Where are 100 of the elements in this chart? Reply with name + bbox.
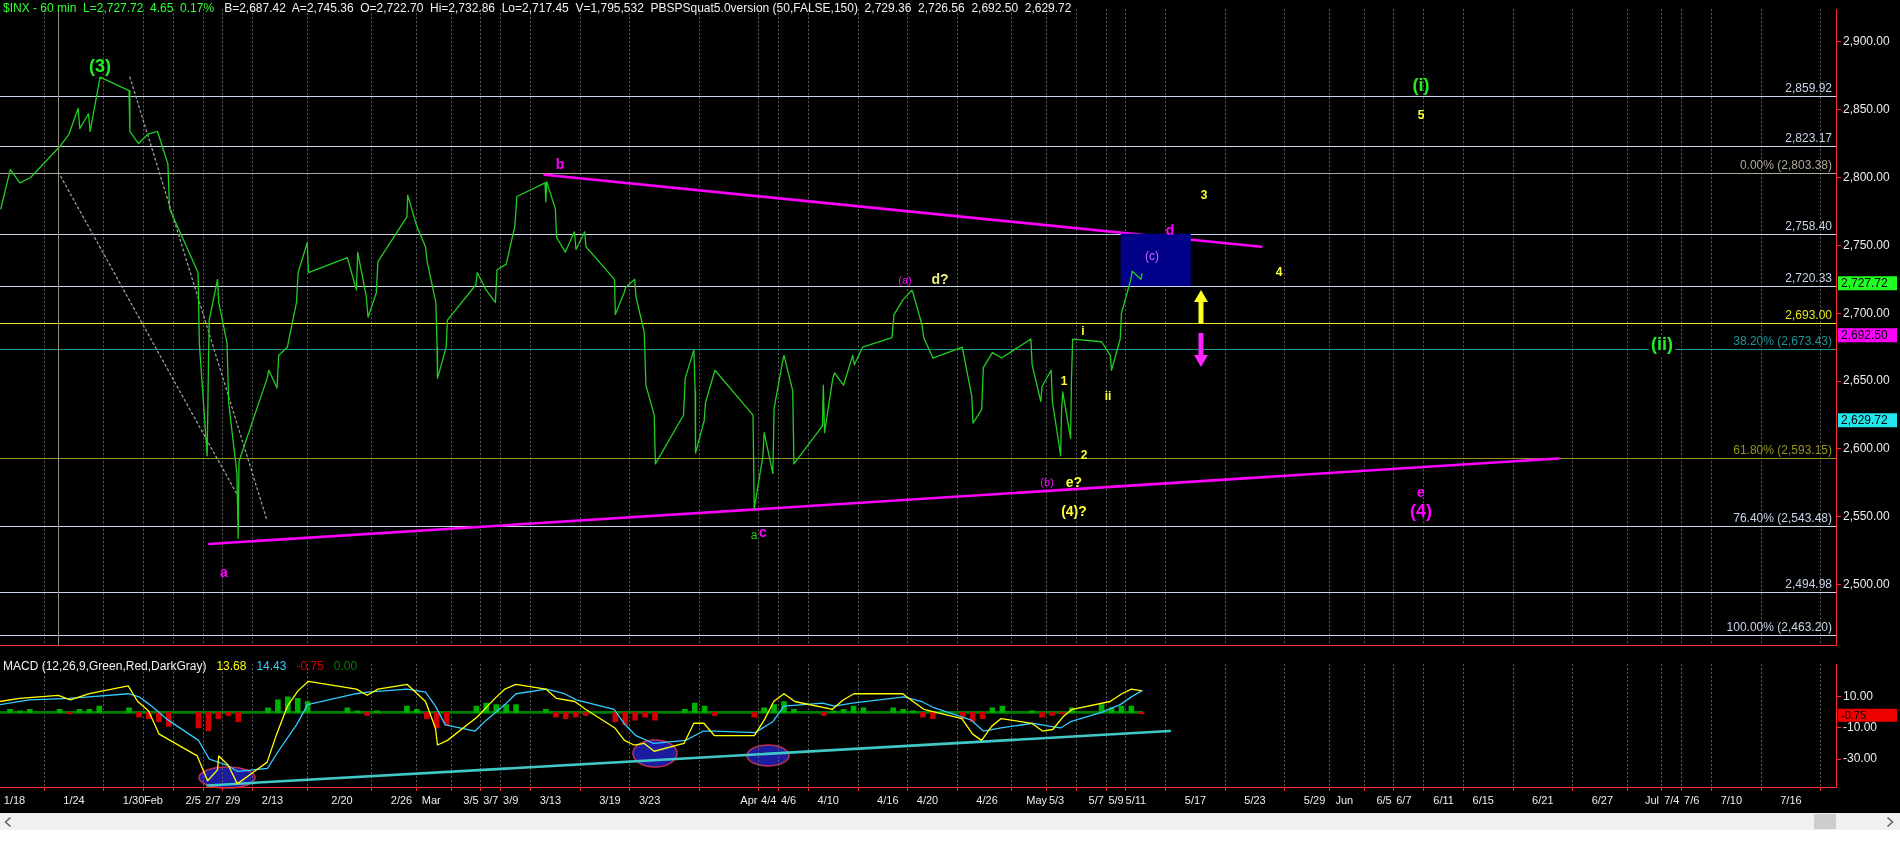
x-tick-label: 6/5 (1376, 793, 1392, 806)
chart-title: MACD (12,26,9,Green,Red,DarkGray) (3, 659, 207, 673)
ref-line-label: 2,693.00 (1785, 307, 1833, 322)
x-tick-label: 7/4 (1664, 793, 1680, 806)
x-tick-label: Feb (143, 793, 163, 806)
x-tick-label: 4/16 (877, 793, 899, 806)
x-tick-label: 4/6 (780, 793, 797, 806)
annotation: (i) (1412, 75, 1430, 96)
x-tick-label: 3/9 (503, 793, 519, 806)
y-tick-label: -10.00 (1843, 720, 1878, 735)
x-tick-label: 2/20 (331, 793, 353, 806)
x-tick-label: 2/9 (225, 793, 241, 806)
x-tick-label: 7/10 (1720, 793, 1743, 806)
y-tick-label: -30.00 (1843, 751, 1878, 766)
annotation: b (555, 156, 565, 173)
text: -0.75 (296, 659, 324, 673)
annotation: d (1165, 222, 1175, 239)
annotation: ii (1104, 388, 1112, 403)
x-tick-label: 3/5 (463, 793, 479, 806)
x-tick-label: 2/13 (261, 793, 284, 806)
x-tick-label: 7/6 (1684, 793, 1700, 806)
text: 2,629.72 (1841, 413, 1889, 428)
ref-line-label: 100.00% (2,463.20) (1726, 619, 1832, 634)
annotation: d? (931, 271, 949, 288)
x-tick-label: 4/4 (761, 793, 777, 806)
text: 2,692.50 (1841, 328, 1889, 343)
annotation: (4)? (1061, 503, 1087, 520)
x-tick-label: 6/15 (1472, 793, 1494, 806)
annotation: 2 (1080, 447, 1088, 462)
x-tick-label: 6/7 (1396, 793, 1412, 806)
y-tick-label: 10.00 (1843, 689, 1874, 704)
annotation: i (1081, 323, 1085, 338)
x-tick-label: 6/11 (1433, 793, 1454, 806)
x-tick-label: Jun (1335, 793, 1354, 806)
annotation: a (220, 564, 229, 581)
annotation: 1 (1060, 373, 1068, 388)
x-tick-label: 1/24 (63, 793, 85, 806)
x-tick-label: Jul (1644, 793, 1660, 806)
x-tick-label: 5/3 (1048, 793, 1065, 806)
ref-line-label: 2,720.33 (1785, 270, 1833, 285)
y-tick-label: 2,800.00 (1843, 169, 1891, 184)
x-tick-label: 5/23 (1244, 793, 1266, 806)
x-tick-label: 3/13 (539, 793, 562, 806)
annotation: a (750, 527, 758, 542)
ref-line-label: 2,859.92 (1785, 80, 1833, 95)
x-tick-label: 3/23 (638, 793, 661, 806)
text: 0.00 (333, 659, 358, 673)
x-tick-label: May (1026, 793, 1048, 806)
y-tick-label: 2,850.00 (1843, 101, 1891, 116)
x-tick-label: 3/7 (483, 793, 499, 806)
ref-line-label: 2,494.98 (1785, 576, 1833, 591)
x-tick-label: Mar (421, 793, 442, 806)
annotation: (ii) (1651, 334, 1673, 355)
annotation: (b) (1040, 476, 1054, 489)
x-tick-label: 4/10 (817, 793, 839, 806)
annotation: (4) (1410, 501, 1432, 522)
x-tick-label: 7/16 (1780, 793, 1802, 806)
x-tick-label: 5/29 (1303, 793, 1326, 806)
text: 13.68 (216, 659, 247, 673)
y-tick-label: 2,900.00 (1843, 34, 1891, 49)
x-tick-label: 2/5 (185, 793, 201, 806)
chart-title: $INX - 60 min L=2,727.72 4.65 0.17% (3, 1, 215, 15)
annotation: 5 (1417, 107, 1425, 122)
ref-line-label: 2,823.17 (1785, 130, 1833, 145)
y-tick-label: 2,550.00 (1843, 509, 1891, 524)
x-tick-label: 5/9 (1108, 793, 1124, 806)
ref-line-label: 0.00% (2,803.38) (1739, 157, 1832, 172)
ref-line-label: 61.80% (2,593.15) (1733, 442, 1832, 457)
text: 14.43 (256, 659, 287, 673)
annotation: 3 (1200, 187, 1208, 202)
ref-line-label: 76.40% (2,543.48) (1733, 510, 1832, 525)
y-tick-label: 2,600.00 (1843, 441, 1891, 456)
x-tick-label: 6/21 (1532, 793, 1554, 806)
annotation: (3) (89, 56, 111, 77)
x-tick-label: 1/18 (3, 793, 26, 806)
x-tick-label: 4/26 (976, 793, 998, 806)
x-tick-label: 2/7 (205, 793, 221, 806)
y-tick-label: 2,500.00 (1843, 577, 1891, 592)
chart-subtitle: B=2,687.42 A=2,745.36 O=2,722.70 Hi=2,732.86 Lo=2,717.45 V=1,795,532 PBSPSquat5.0version (50,FALSE,150) 2,729.36 2,726.56 2,692.50 2,629.72 (224, 1, 1072, 15)
y-tick-label: 2,700.00 (1843, 305, 1891, 320)
annotation: (a) (898, 274, 912, 287)
x-tick-label: 2/26 (390, 793, 413, 806)
x-tick-label: 3/19 (599, 793, 621, 806)
annotation: (c) (1145, 248, 1159, 263)
y-tick-label: 2,750.00 (1843, 237, 1891, 252)
ref-line-label: 38.20% (2,673.43) (1733, 333, 1832, 348)
text: 2,727.72 (1841, 276, 1889, 291)
annotation: 4 (1275, 264, 1283, 279)
x-tick-label: 5/11 (1125, 793, 1147, 806)
y-tick-label: 2,650.00 (1843, 373, 1891, 388)
x-tick-label: 5/7 (1088, 793, 1104, 806)
annotation: e? (1065, 474, 1083, 491)
x-tick-label: 6/27 (1591, 793, 1614, 806)
annotation: c (759, 524, 768, 541)
text: -0.75 (1841, 708, 1867, 721)
x-tick-label: Apr (740, 793, 758, 806)
x-tick-label: 5/17 (1184, 793, 1207, 806)
x-tick-label: 1/30 (122, 793, 145, 806)
ref-line-label: 2,758.40 (1785, 218, 1833, 233)
annotation: e (1417, 484, 1426, 501)
